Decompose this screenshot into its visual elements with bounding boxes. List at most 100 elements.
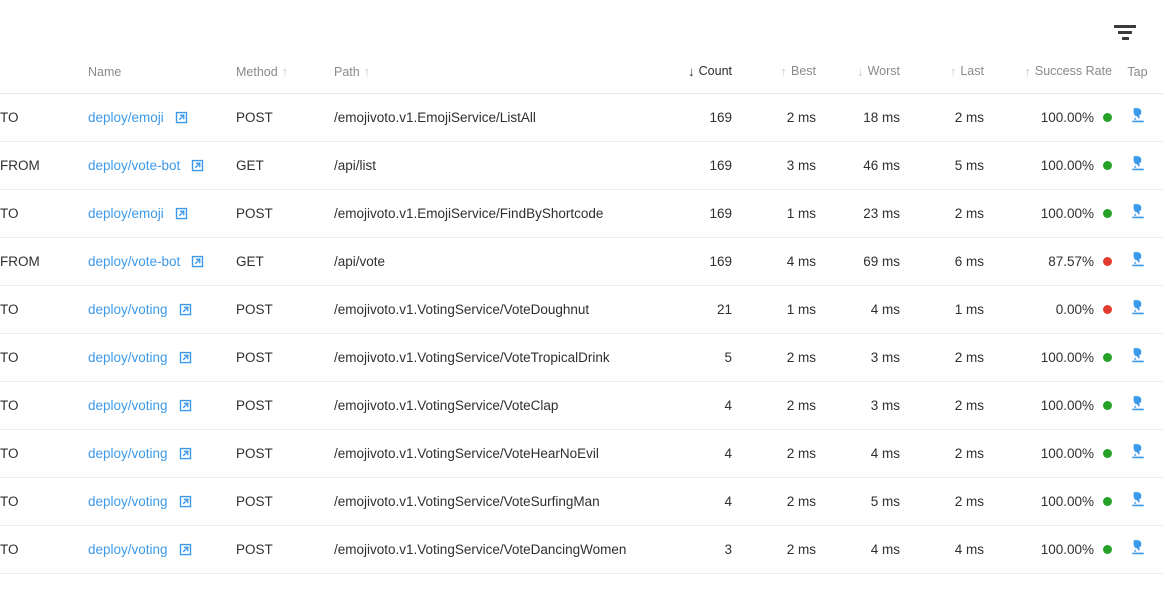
microscope-tap-icon[interactable] [1128, 490, 1148, 510]
cell-tap [1112, 237, 1163, 285]
cell-path: /emojivoto.v1.VotingService/VoteDoughnut [334, 301, 590, 317]
table-row: TO deploy/voting POST/emojivoto.v1.VotingS… [0, 285, 1163, 333]
column-header-count[interactable]: ↓ Count [652, 64, 732, 93]
toolbar [0, 0, 1163, 64]
cell-last: 2 ms [954, 205, 984, 221]
column-label-name: Name [88, 64, 122, 79]
resource-link[interactable]: deploy/voting [88, 301, 168, 317]
resource-link[interactable]: deploy/voting [88, 397, 168, 413]
table-row: TO deploy/emoji POST/emojivoto.v1.EmojiSer… [0, 93, 1163, 141]
microscope-tap-icon[interactable] [1128, 538, 1148, 558]
column-label-count: Count [698, 64, 732, 78]
cell-worst: 4 ms [870, 541, 900, 557]
microscope-tap-icon[interactable] [1128, 442, 1148, 462]
external-link-icon[interactable] [178, 542, 193, 557]
resource-link[interactable]: deploy/voting [88, 493, 168, 509]
sort-desc-icon-worst: ↓ [857, 63, 864, 79]
cell-best: 2 ms [786, 349, 816, 365]
microscope-tap-icon[interactable] [1128, 346, 1148, 366]
external-link-icon[interactable] [178, 494, 193, 509]
table-row: TO deploy/voting POST/emojivoto.v1.VotingS… [0, 333, 1163, 381]
external-link-icon[interactable] [178, 350, 193, 365]
table-row: TO deploy/voting POST/emojivoto.v1.VotingS… [0, 381, 1163, 429]
cell-success-rate: 100.00% [984, 189, 1112, 237]
cell-direction: TO [0, 109, 19, 125]
microscope-tap-icon[interactable] [1128, 106, 1148, 126]
resource-link[interactable]: deploy/voting [88, 541, 168, 557]
cell-method: POST [236, 397, 273, 413]
cell-count: 21 [716, 301, 732, 317]
column-label-success-rate: Success Rate [1034, 64, 1112, 78]
resource-link[interactable]: deploy/vote-bot [88, 253, 181, 269]
sort-desc-icon-count: ↓ [688, 63, 695, 79]
cell-tap [1112, 477, 1163, 525]
cell-method: POST [236, 109, 273, 125]
cell-path: /emojivoto.v1.VotingService/VoteClap [334, 397, 559, 413]
cell-tap [1112, 93, 1163, 141]
cell-tap [1112, 381, 1163, 429]
cell-name: deploy/vote-bot [88, 237, 236, 285]
filter-button[interactable] [1105, 12, 1145, 52]
resource-link[interactable]: deploy/vote-bot [88, 157, 181, 173]
column-header-path[interactable]: Path ↑ [334, 64, 652, 93]
cell-success-rate: 100.00% [984, 333, 1112, 381]
cell-worst: 4 ms [870, 301, 900, 317]
external-link-icon[interactable] [178, 302, 193, 317]
success-rate-value: 100.00% [1040, 205, 1094, 221]
column-header-worst[interactable]: ↓ Worst [816, 64, 900, 93]
cell-name: deploy/voting [88, 333, 236, 381]
cell-count: 169 [709, 157, 732, 173]
resource-link[interactable]: deploy/emoji [88, 109, 164, 125]
external-link-icon[interactable] [178, 446, 193, 461]
microscope-tap-icon[interactable] [1128, 394, 1148, 414]
cell-method: GET [236, 157, 264, 173]
microscope-tap-icon[interactable] [1128, 298, 1148, 318]
column-label-best: Best [790, 64, 816, 78]
table-row: TO deploy/voting POST/emojivoto.v1.VotingS… [0, 477, 1163, 525]
cell-success-rate: 100.00% [984, 93, 1112, 141]
cell-best: 2 ms [786, 541, 816, 557]
cell-path: /emojivoto.v1.EmojiService/ListAll [334, 109, 536, 125]
cell-direction: TO [0, 541, 19, 557]
cell-best: 2 ms [786, 493, 816, 509]
external-link-icon[interactable] [190, 254, 205, 269]
table-header: Name Method ↑ Path ↑ [0, 64, 1163, 93]
external-link-icon[interactable] [190, 158, 205, 173]
cell-count: 4 [724, 397, 732, 413]
column-label-method: Method [236, 64, 278, 79]
cell-method: POST [236, 493, 273, 509]
resource-link[interactable]: deploy/voting [88, 445, 168, 461]
cell-last: 2 ms [954, 109, 984, 125]
table-row: TO deploy/emoji POST/emojivoto.v1.EmojiSer… [0, 189, 1163, 237]
status-badge [1103, 544, 1112, 554]
resource-link[interactable]: deploy/emoji [88, 205, 164, 221]
external-link-icon[interactable] [174, 110, 189, 125]
cell-count: 169 [709, 253, 732, 269]
cell-best: 3 ms [786, 157, 816, 173]
column-header-name[interactable]: Name [88, 64, 236, 93]
column-header-direction[interactable] [0, 64, 88, 93]
status-badge [1103, 496, 1112, 506]
success-rate-value: 100.00% [1040, 445, 1094, 461]
microscope-tap-icon[interactable] [1128, 202, 1148, 222]
microscope-tap-icon[interactable] [1128, 250, 1148, 270]
external-link-icon[interactable] [174, 206, 189, 221]
cell-direction: FROM [0, 157, 40, 173]
external-link-icon[interactable] [178, 398, 193, 413]
column-header-method[interactable]: Method ↑ [236, 64, 334, 93]
microscope-tap-icon[interactable] [1128, 154, 1148, 174]
sort-asc-icon-best: ↑ [780, 63, 787, 79]
cell-tap [1112, 333, 1163, 381]
column-header-last[interactable]: ↑ Last [900, 64, 984, 93]
status-badge [1103, 304, 1112, 314]
cell-last: 2 ms [954, 445, 984, 461]
resource-link[interactable]: deploy/voting [88, 349, 168, 365]
column-header-best[interactable]: ↑ Best [732, 64, 816, 93]
sort-asc-icon-last: ↑ [949, 63, 957, 79]
column-header-success-rate[interactable]: ↑ Success Rate [984, 64, 1112, 93]
cell-last: 2 ms [954, 397, 984, 413]
cell-success-rate: 87.57% [984, 237, 1112, 285]
cell-worst: 3 ms [870, 349, 900, 365]
table-row: FROM deploy/vote-bot GET/api/vote 169 4 ms 69… [0, 237, 1163, 285]
cell-count: 5 [724, 349, 732, 365]
